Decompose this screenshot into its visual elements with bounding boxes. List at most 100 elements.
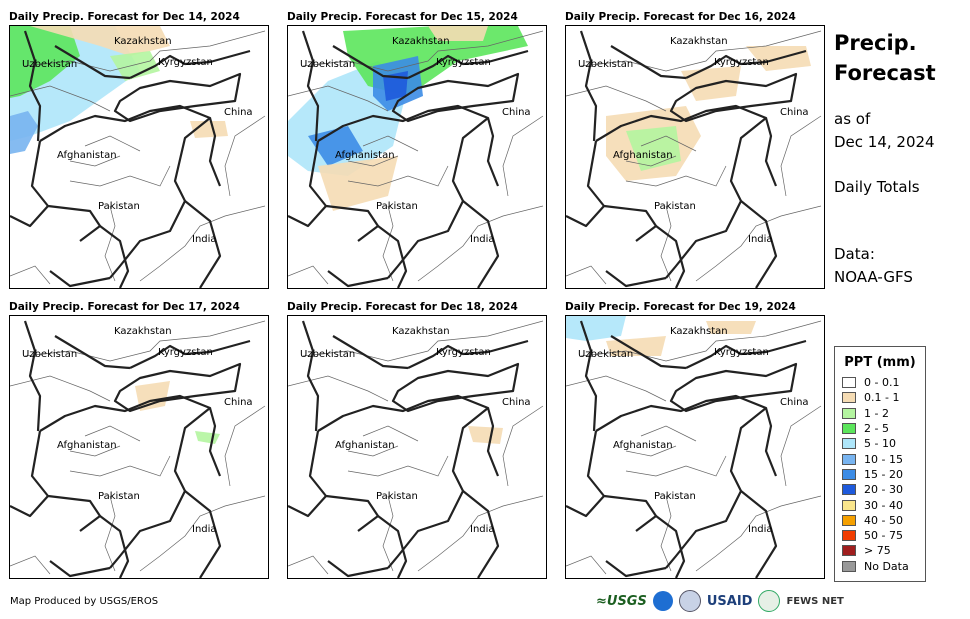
country-boundary	[317, 104, 490, 279]
admin-boundary	[566, 375, 667, 402]
legend-item: 5 - 10	[835, 436, 925, 451]
daily-totals-text: Daily Totals	[834, 178, 920, 196]
precip-area	[195, 431, 220, 444]
country-boundary	[184, 490, 222, 578]
map-label-kyrgyzstan: Kyrgyzstan	[436, 57, 491, 68]
admin-boundary	[660, 495, 672, 572]
panel-title: Daily Precip. Forecast for Dec 15, 2024	[287, 11, 518, 23]
map-label-kyrgyzstan: Kyrgyzstan	[158, 347, 213, 358]
legend-swatch	[842, 423, 856, 435]
country-boundary	[129, 339, 251, 369]
country-boundary	[99, 515, 130, 578]
map-label-china: China	[502, 397, 531, 408]
legend-label: 50 - 75	[864, 529, 903, 543]
country-boundary	[377, 225, 408, 288]
map-svg	[288, 26, 544, 288]
country-boundary	[54, 335, 131, 370]
legend-label: 20 - 30	[864, 483, 903, 497]
map-label-pakistan: Pakistan	[98, 201, 140, 212]
country-boundary	[308, 430, 380, 532]
admin-boundary	[302, 30, 544, 72]
panel-dec15: Daily Precip. Forecast for Dec 15, 2024 …	[287, 9, 547, 289]
admin-boundary	[580, 30, 822, 72]
map-label-afghanistan: Afghanistan	[57, 150, 117, 161]
map-frame: Kazakhstan Uzbekistan Kyrgyzstan China Afgha…	[565, 25, 825, 289]
country-boundary	[566, 495, 605, 518]
country-boundary	[30, 140, 102, 242]
map-svg	[566, 30, 822, 288]
country-boundary	[685, 49, 807, 79]
country-boundary	[184, 200, 222, 288]
country-boundary	[586, 140, 658, 242]
map-label-kazakhstan: Kazakhstan	[114, 326, 172, 337]
country-boundary	[301, 320, 320, 432]
legend-label: 1 - 2	[864, 406, 889, 420]
country-boundary	[377, 515, 408, 578]
admin-boundary	[288, 555, 329, 575]
legend-item: 40 - 50	[835, 513, 925, 528]
panel-title: Daily Precip. Forecast for Dec 17, 2024	[9, 301, 240, 313]
admin-boundary	[24, 30, 266, 72]
precip-area	[428, 26, 488, 41]
admin-boundary	[625, 445, 677, 457]
map-svg	[566, 316, 822, 578]
precip-layer	[10, 26, 228, 154]
admin-boundary	[104, 205, 116, 282]
map-frame: Kazakhstan Uzbekistan Kyrgyzstan China Afgha…	[287, 25, 547, 289]
legend-swatch	[842, 514, 856, 526]
legend-label: > 75	[864, 544, 891, 558]
legend-label: 0.1 - 1	[864, 391, 900, 405]
panel-title: Daily Precip. Forecast for Dec 14, 2024	[9, 11, 240, 23]
admin-boundary	[566, 555, 607, 575]
panel-dec19: Daily Precip. Forecast for Dec 19, 2024 …	[565, 299, 825, 579]
country-boundary	[113, 362, 242, 413]
legend-swatch	[842, 392, 856, 404]
legend-item: 20 - 30	[835, 482, 925, 497]
map-label-uzbekistan: Uzbekistan	[22, 349, 78, 360]
country-boundary	[99, 225, 130, 288]
admin-boundary	[69, 165, 171, 187]
admin-boundary	[780, 115, 822, 197]
admin-boundary	[84, 135, 141, 152]
precip-area	[468, 426, 503, 444]
admin-boundary	[347, 155, 399, 167]
legend-swatch	[842, 377, 856, 389]
admin-boundary	[10, 265, 51, 285]
fews-globe-icon	[758, 590, 781, 612]
precip-area	[308, 126, 363, 166]
map-label-kazakhstan: Kazakhstan	[670, 326, 728, 337]
map-frame: Kazakhstan Uzbekistan Kyrgyzstan China Afgha…	[9, 315, 269, 579]
map-label-kazakhstan: Kazakhstan	[114, 36, 172, 47]
admin-boundary	[502, 115, 544, 197]
as-of-line2: Dec 14, 2024	[834, 133, 935, 151]
map-label-china: China	[224, 107, 253, 118]
admin-boundary	[502, 405, 544, 487]
legend-label: 30 - 40	[864, 498, 903, 512]
country-boundary	[10, 495, 49, 518]
map-label-kazakhstan: Kazakhstan	[392, 36, 450, 47]
as-of-line1: as of	[834, 110, 871, 128]
as-of-text: as of Dec 14, 2024	[834, 108, 935, 154]
panel-title: Daily Precip. Forecast for Dec 18, 2024	[287, 301, 518, 313]
admin-boundary	[580, 320, 822, 362]
country-boundary	[764, 117, 778, 187]
country-boundary	[566, 205, 605, 228]
admin-boundary	[695, 205, 822, 282]
map-label-kazakhstan: Kazakhstan	[670, 36, 728, 47]
map-label-china: China	[224, 397, 253, 408]
country-boundary	[605, 270, 667, 288]
country-boundary	[391, 72, 520, 123]
country-boundary	[764, 407, 778, 477]
precip-area	[30, 26, 170, 56]
legend-swatch	[842, 484, 856, 496]
map-label-pakistan: Pakistan	[376, 201, 418, 212]
map-label-pakistan: Pakistan	[654, 491, 696, 502]
map-label-uzbekistan: Uzbekistan	[578, 349, 634, 360]
map-label-india: India	[748, 524, 773, 535]
map-label-uzbekistan: Uzbekistan	[300, 349, 356, 360]
admin-boundary	[640, 135, 697, 152]
legend-swatch	[842, 407, 856, 419]
country-boundary	[595, 394, 768, 569]
country-boundary	[49, 560, 111, 578]
